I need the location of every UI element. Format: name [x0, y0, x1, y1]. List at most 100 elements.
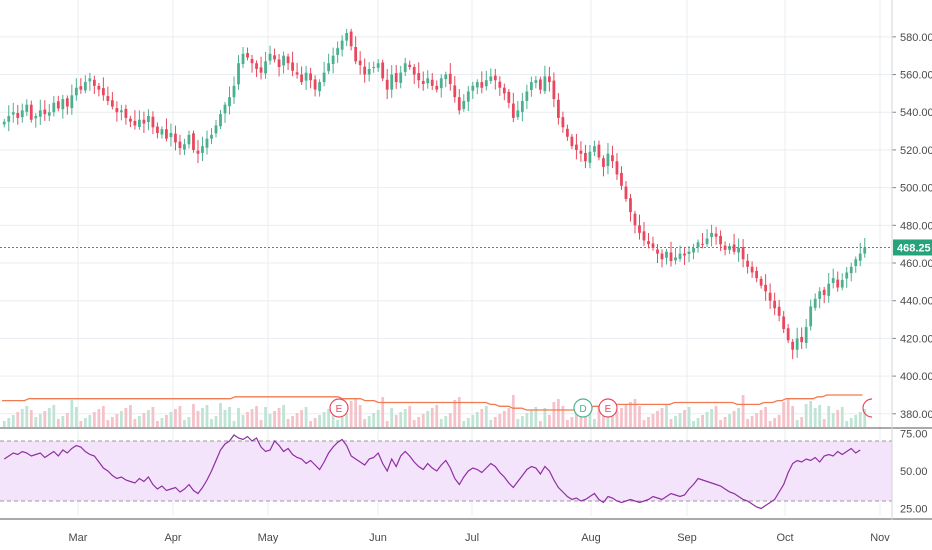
candle[interactable] [304, 65, 308, 90]
candle[interactable] [147, 109, 150, 131]
earnings-marker[interactable]: E [329, 398, 349, 418]
candle[interactable] [669, 241, 673, 267]
candle[interactable] [65, 95, 69, 115]
candle[interactable] [777, 299, 781, 322]
candle[interactable] [367, 62, 371, 82]
candle[interactable] [813, 293, 817, 311]
candle[interactable] [187, 130, 191, 149]
candle[interactable] [696, 239, 700, 253]
candle[interactable] [354, 36, 358, 65]
candle[interactable] [273, 48, 276, 63]
candle[interactable] [169, 123, 173, 147]
candle[interactable] [110, 92, 114, 110]
candle[interactable] [750, 261, 754, 278]
candle[interactable] [484, 70, 488, 91]
candle[interactable] [318, 79, 322, 97]
candle[interactable] [201, 136, 204, 162]
candle[interactable] [291, 51, 294, 77]
candle[interactable] [836, 271, 840, 292]
candle[interactable] [70, 84, 74, 115]
candle[interactable] [710, 224, 713, 247]
candle[interactable] [516, 100, 520, 120]
candle[interactable] [52, 96, 56, 117]
candle[interactable] [746, 253, 750, 274]
candle[interactable] [566, 124, 569, 141]
candle[interactable] [331, 47, 335, 74]
candle[interactable] [286, 53, 290, 71]
candle[interactable] [534, 76, 538, 89]
candle[interactable] [457, 89, 461, 115]
candle[interactable] [471, 81, 475, 99]
candle[interactable] [768, 283, 772, 309]
candle[interactable] [538, 76, 542, 94]
candle[interactable] [453, 76, 457, 103]
candle[interactable] [83, 75, 87, 94]
candle[interactable] [489, 68, 493, 84]
candle[interactable] [647, 233, 650, 249]
candle[interactable] [56, 95, 60, 112]
candle[interactable] [692, 243, 695, 260]
candle[interactable] [178, 134, 182, 155]
candle[interactable] [237, 55, 240, 90]
candle[interactable] [264, 51, 267, 79]
candle[interactable] [687, 246, 691, 263]
candle[interactable] [849, 262, 853, 282]
candle[interactable] [196, 139, 200, 164]
candle[interactable] [11, 102, 15, 123]
candle[interactable] [448, 63, 452, 91]
candle[interactable] [129, 115, 132, 128]
candle[interactable] [642, 221, 646, 246]
candle[interactable] [498, 76, 502, 96]
candle[interactable] [822, 286, 826, 304]
candle[interactable] [584, 144, 587, 169]
candle[interactable] [34, 113, 38, 128]
candle[interactable] [210, 128, 213, 145]
candle[interactable] [466, 86, 470, 112]
candle[interactable] [2, 118, 6, 128]
candle[interactable] [160, 126, 164, 139]
candle[interactable] [92, 75, 96, 94]
candle[interactable] [156, 122, 159, 139]
candle[interactable] [575, 133, 578, 160]
candle[interactable] [223, 101, 227, 123]
candle[interactable] [804, 319, 808, 349]
candle[interactable] [529, 76, 533, 97]
candle[interactable] [124, 104, 128, 125]
candle[interactable] [435, 80, 439, 93]
candle[interactable] [295, 62, 299, 79]
candle[interactable] [633, 210, 637, 234]
earnings-marker[interactable]: E [598, 398, 618, 418]
candle[interactable] [588, 145, 592, 169]
candle[interactable] [570, 133, 574, 149]
candle[interactable] [88, 72, 92, 91]
candle[interactable] [507, 89, 511, 109]
candle[interactable] [38, 99, 42, 125]
time-axis[interactable]: Mar Apr May Jun Jul Aug Sep Oct Nov [69, 532, 891, 544]
candle[interactable] [579, 141, 583, 162]
candle[interactable] [701, 233, 704, 249]
candle[interactable] [372, 61, 376, 73]
candle[interactable] [20, 103, 24, 123]
candle[interactable] [759, 276, 763, 289]
candle[interactable] [732, 233, 736, 255]
candle[interactable] [430, 73, 434, 90]
candle[interactable] [493, 68, 497, 90]
candle[interactable] [674, 247, 677, 265]
candle[interactable] [728, 243, 731, 254]
candle[interactable] [408, 60, 412, 70]
candle[interactable] [336, 41, 340, 64]
candle[interactable] [399, 65, 403, 89]
candle[interactable] [412, 64, 416, 84]
candle[interactable] [417, 62, 421, 89]
candle[interactable] [597, 140, 601, 161]
candle[interactable] [831, 268, 835, 289]
candle[interactable] [858, 242, 862, 267]
candle[interactable] [620, 166, 623, 190]
candle[interactable] [322, 61, 326, 87]
candle[interactable] [665, 248, 668, 265]
candle[interactable] [219, 109, 222, 130]
candle[interactable] [520, 92, 524, 122]
candle[interactable] [543, 65, 547, 94]
candle[interactable] [250, 54, 254, 73]
